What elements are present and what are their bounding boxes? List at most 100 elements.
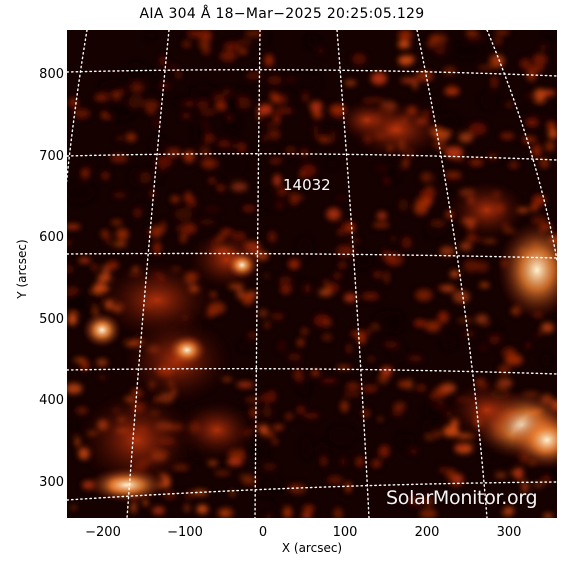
texture-blob xyxy=(125,132,137,142)
texture-blob xyxy=(163,491,177,500)
texture-blob xyxy=(317,47,324,55)
texture-blob xyxy=(340,457,346,466)
dark-cell xyxy=(123,67,153,77)
texture-blob xyxy=(68,97,78,108)
texture-blob xyxy=(384,271,389,284)
texture-blob xyxy=(90,263,99,272)
y-tick-label: 500 xyxy=(39,312,64,327)
dark-cell xyxy=(541,353,551,367)
texture-blob xyxy=(419,508,438,518)
texture-blob xyxy=(183,150,195,163)
y-tick-label: 800 xyxy=(39,67,64,82)
texture-blob xyxy=(457,159,467,163)
texture-blob xyxy=(525,342,531,349)
texture-blob xyxy=(237,38,253,46)
texture-blob xyxy=(302,93,309,103)
texture-blob xyxy=(80,359,90,371)
texture-blob xyxy=(264,54,274,67)
dark-cell xyxy=(237,86,251,98)
bright-emission-patch xyxy=(177,400,257,460)
texture-blob xyxy=(101,171,110,180)
x-axis-label: X (arcsec) xyxy=(281,541,343,555)
texture-blob xyxy=(268,129,281,140)
dark-cell xyxy=(100,79,127,94)
texture-blob xyxy=(545,141,555,152)
texture-blob xyxy=(393,402,407,410)
texture-blob xyxy=(201,158,217,169)
texture-blob xyxy=(220,511,229,516)
texture-blob xyxy=(514,467,524,481)
texture-blob xyxy=(280,285,292,295)
texture-blob xyxy=(73,108,91,119)
y-axis-label: Y (arcsec) xyxy=(15,239,29,299)
active-region-label: 14032 xyxy=(283,176,331,194)
texture-blob xyxy=(450,270,460,278)
texture-blob xyxy=(259,424,269,436)
texture-blob xyxy=(327,282,340,293)
dark-cell xyxy=(389,344,407,363)
texture-blob xyxy=(536,330,542,338)
texture-blob xyxy=(366,327,372,336)
texture-blob xyxy=(434,44,446,55)
texture-blob xyxy=(227,458,243,466)
texture-blob xyxy=(186,30,205,38)
texture-blob xyxy=(446,84,458,92)
x-tick-label: 0 xyxy=(258,525,268,540)
image-title: AIA 304 Å 18−Mar−2025 20:25:05.129 xyxy=(139,6,425,22)
texture-blob xyxy=(336,228,346,236)
texture-blob xyxy=(241,478,256,485)
texture-blob xyxy=(408,355,423,362)
texture-blob xyxy=(525,118,539,127)
texture-blob xyxy=(112,192,127,199)
texture-blob xyxy=(489,336,500,346)
texture-blob xyxy=(219,50,237,62)
texture-blob xyxy=(216,184,226,192)
texture-blob xyxy=(110,154,128,163)
dark-cell xyxy=(297,236,313,259)
texture-blob xyxy=(336,244,354,257)
texture-blob xyxy=(269,158,282,164)
texture-blob xyxy=(425,495,433,508)
texture-blob xyxy=(289,483,307,495)
bright-emission-patch xyxy=(167,334,207,366)
texture-blob xyxy=(477,65,495,70)
dark-cell xyxy=(145,32,156,39)
texture-blob xyxy=(330,130,336,143)
texture-blob xyxy=(214,471,231,475)
texture-blob xyxy=(332,273,343,279)
texture-blob xyxy=(288,259,300,270)
texture-blob xyxy=(368,357,374,362)
texture-blob xyxy=(300,164,317,178)
x-tick-label: 200 xyxy=(414,525,440,540)
dark-cell xyxy=(544,30,557,37)
texture-blob xyxy=(532,53,548,67)
texture-blob xyxy=(321,334,333,341)
texture-blob xyxy=(208,178,216,184)
texture-blob xyxy=(346,343,352,354)
texture-blob xyxy=(333,507,343,518)
texture-blob xyxy=(413,319,427,328)
texture-blob xyxy=(105,234,112,246)
texture-blob xyxy=(401,236,412,249)
texture-blob xyxy=(362,385,378,393)
texture-blob xyxy=(338,262,347,268)
texture-blob xyxy=(293,368,304,382)
texture-blob xyxy=(167,147,181,158)
texture-blob xyxy=(268,390,277,394)
texture-blob xyxy=(378,373,389,384)
bright-emission-patch xyxy=(82,312,122,348)
texture-blob xyxy=(71,505,77,510)
texture-blob xyxy=(199,218,216,226)
texture-blob xyxy=(415,384,427,392)
texture-blob xyxy=(156,155,173,168)
dark-cell xyxy=(441,334,457,350)
texture-blob xyxy=(443,423,448,432)
texture-blob xyxy=(508,161,520,169)
texture-blob xyxy=(130,82,144,93)
texture-blob xyxy=(346,223,355,234)
texture-blob xyxy=(323,279,328,286)
texture-blob xyxy=(335,195,346,201)
texture-blob xyxy=(532,482,545,488)
texture-blob xyxy=(130,501,137,514)
texture-blob xyxy=(482,239,497,243)
